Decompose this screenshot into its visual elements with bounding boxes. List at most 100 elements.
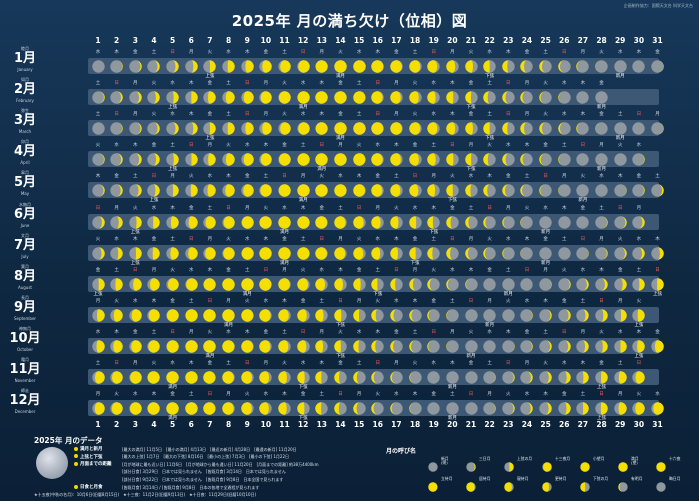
moon-phase-icon bbox=[539, 371, 552, 384]
moon-phase-icon bbox=[203, 184, 217, 198]
weekday-label: 土 bbox=[412, 50, 418, 55]
weekday-label: 土 bbox=[356, 81, 362, 87]
moon-phase-icon bbox=[147, 340, 161, 353]
weekday-label: 日 bbox=[263, 267, 269, 273]
day-number: 1 bbox=[95, 420, 101, 429]
weekday-label: 土 bbox=[244, 267, 250, 273]
phase-label: 上弦 bbox=[168, 167, 178, 173]
weekday-label: 金 bbox=[95, 267, 101, 273]
weekday-label: 火 bbox=[412, 81, 418, 87]
weekday-label: 水 bbox=[263, 298, 269, 304]
moon-phase-icon bbox=[91, 60, 105, 73]
weekday-label: 月 bbox=[599, 236, 604, 242]
moon-phase-icon bbox=[352, 309, 366, 322]
month-old-name: 水無月 bbox=[19, 201, 31, 207]
moon-phase-icon bbox=[576, 246, 590, 260]
weekday-label: 火 bbox=[562, 267, 567, 273]
moon-phase-icon bbox=[278, 91, 291, 104]
moon-phase-icon bbox=[129, 246, 142, 260]
month-row: 弥生 3月 March 土 日 月 火 水 木 金 土 日 月 火 水 木 金 土 日 月 火 水 木 金 土 日 月 火 水 木 金 土 日 月… bbox=[0, 108, 699, 142]
moon-phase-icon bbox=[147, 60, 161, 73]
day-number: 16 bbox=[372, 420, 383, 429]
weekday-label: 月 bbox=[319, 50, 325, 55]
weekday-label: 金 bbox=[431, 392, 436, 398]
moon-phase-icon bbox=[446, 91, 459, 104]
moon-phase-icon bbox=[502, 215, 515, 229]
weekday-label: 日 bbox=[338, 392, 343, 398]
moon-phase-icon bbox=[91, 215, 105, 229]
moon-phase-icon bbox=[464, 402, 478, 415]
moon-phase-icon bbox=[371, 340, 384, 353]
weekday-label: 木 bbox=[189, 112, 194, 118]
day-number: 19 bbox=[428, 36, 439, 45]
moon-phase-icon bbox=[520, 60, 534, 73]
data-row-text: [部分日食] 3月29日 日本では見られません [皆既月食] 3月14日 日本で… bbox=[122, 469, 286, 475]
moon-phase-icon bbox=[464, 184, 478, 198]
day-number: 7 bbox=[207, 420, 213, 429]
moon-phase-icon bbox=[595, 277, 608, 291]
weekday-label: 金 bbox=[412, 143, 418, 149]
weekday-label: 木 bbox=[189, 361, 194, 366]
weekday-label: 金 bbox=[375, 174, 381, 180]
weekday-label: 木 bbox=[244, 50, 250, 55]
day-number: 4 bbox=[151, 420, 157, 429]
weekday-label: 月 bbox=[151, 267, 157, 273]
moon-phase-icon bbox=[185, 91, 198, 104]
moon-phase-icon bbox=[464, 122, 478, 135]
day-number: 6 bbox=[188, 36, 194, 45]
weekday-label: 水 bbox=[487, 50, 492, 55]
weekday-label: 金 bbox=[394, 50, 399, 55]
moon-phase-icon bbox=[390, 91, 403, 104]
phase-label: 新月 bbox=[615, 74, 625, 79]
data-row-label: 月面までの距離 bbox=[74, 461, 112, 467]
weekday-label: 金 bbox=[412, 236, 418, 242]
weekday-label: 土 bbox=[636, 267, 642, 273]
weekday-label: 火 bbox=[580, 174, 586, 180]
weekday-label: 月 bbox=[133, 112, 138, 118]
month-row: 神無月 10月 October 水 木 金 土 日 月 火 水 木 金 土 日 月 火 水 木 金 土 日 月 火 水 木 金 土 日 月… bbox=[0, 326, 699, 359]
phase-label: 上弦 bbox=[168, 105, 178, 111]
moon-phase-icon bbox=[539, 184, 552, 198]
weekday-label: 日 bbox=[562, 329, 567, 335]
weekday-label: 水 bbox=[450, 267, 455, 273]
month-name: 9月 bbox=[13, 299, 37, 315]
moon-phase-icon bbox=[428, 457, 438, 472]
day-number: 27 bbox=[577, 420, 589, 429]
moon-phase-icon bbox=[613, 153, 627, 166]
weekday-label: 水 bbox=[394, 298, 399, 304]
weekday-label: 火 bbox=[151, 112, 157, 118]
moon-name-text: 十三夜月 bbox=[555, 456, 570, 461]
moon-phase-icon bbox=[110, 153, 123, 166]
full-moon-photo bbox=[36, 447, 68, 479]
moon-phase-icon bbox=[240, 277, 254, 291]
weekday-label: 月 bbox=[95, 392, 101, 398]
phase-label: 下弦 bbox=[466, 105, 476, 111]
weekday-label: 金 bbox=[338, 361, 343, 366]
weekday-label: 月 bbox=[207, 236, 213, 242]
phase-label: 満月 bbox=[298, 105, 308, 111]
moon-phase-icon bbox=[446, 215, 459, 229]
moon-phase-icon bbox=[558, 91, 571, 104]
weekday-label: 月 bbox=[487, 298, 492, 304]
weekday-label: 木 bbox=[394, 143, 399, 149]
moon-phase-icon bbox=[296, 246, 310, 260]
weekday-label: 火 bbox=[375, 298, 381, 304]
weekday-label: 金 bbox=[506, 174, 511, 180]
moon-phase-icon bbox=[278, 184, 291, 198]
moon-phase-icon bbox=[539, 309, 552, 322]
weekday-label: 金 bbox=[338, 81, 343, 87]
weekday-label: 金 bbox=[655, 329, 660, 335]
phase-label: 満月 bbox=[335, 136, 345, 142]
moon-phase-icon bbox=[613, 215, 627, 229]
moon-phase-icon bbox=[129, 402, 142, 415]
moon-phase-icon bbox=[371, 91, 384, 104]
weekday-label: 水 bbox=[319, 267, 325, 273]
day-number: 2 bbox=[114, 36, 120, 45]
weekday-label: 金 bbox=[244, 174, 250, 180]
phase-label: 下弦 bbox=[335, 322, 345, 328]
month-english-name: December bbox=[14, 409, 36, 415]
weekday-label: 金 bbox=[282, 143, 287, 149]
month-row: 如月 2月 February 土 日 月 火 水 木 金 土 日 月 火 水 木 金 土 日 月 火 水 木 金 土 日 月 火 水 木 金… bbox=[0, 77, 699, 111]
phase-label: 下弦 bbox=[466, 167, 476, 173]
weekday-label: 水 bbox=[375, 143, 381, 149]
